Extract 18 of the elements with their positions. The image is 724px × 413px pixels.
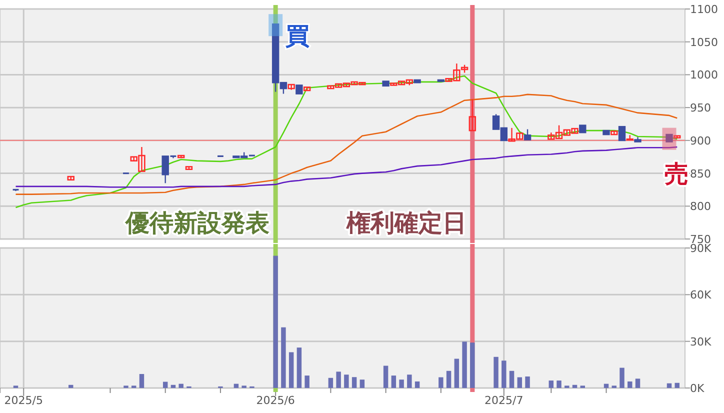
y-tick-label: 800	[690, 200, 711, 214]
ref-line-label: 優待新設発表	[124, 209, 270, 237]
x-tick-label: 2025/6	[256, 394, 295, 407]
y-tick-label: 1050	[690, 36, 718, 49]
annotation: 売	[664, 160, 688, 188]
y-tick-label: 1100	[690, 3, 718, 16]
x-tick-label: 2025/7	[484, 394, 524, 407]
y-tick-label: 0K	[690, 382, 705, 395]
annotation: 買	[284, 22, 310, 50]
y-tick-label: 900	[690, 134, 711, 148]
x-tick-label: 2025/5	[4, 394, 43, 407]
y-tick-label: 850	[690, 167, 711, 180]
y-tick-label: 950	[690, 102, 711, 115]
y-tick-label: 1000	[690, 68, 718, 82]
y-tick-label: 30K	[690, 335, 712, 348]
y-tick-label: 90K	[690, 242, 712, 255]
ref-line-label: 権利確定日	[345, 209, 466, 237]
y-tick-label: 60K	[690, 288, 712, 302]
